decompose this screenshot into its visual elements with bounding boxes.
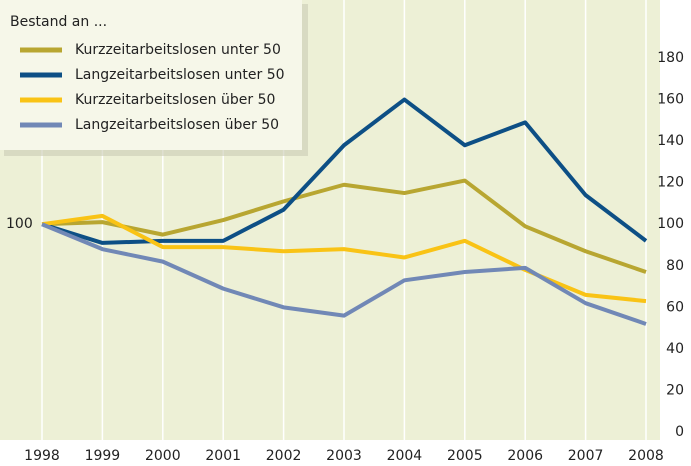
legend-label: Kurzzeitarbeitslosen über 50 [75, 92, 275, 108]
x-tick-label: 2000 [145, 448, 181, 464]
legend-label: Langzeitarbeitslosen unter 50 [75, 67, 285, 83]
x-tick-label: 2004 [387, 448, 423, 464]
x-tick-label: 1998 [24, 448, 60, 464]
x-tick-label: 2006 [507, 448, 543, 464]
x-tick-label: 2008 [628, 448, 664, 464]
legend-title: Bestand an ... [10, 14, 107, 30]
y-tick-label: 80 [666, 258, 684, 274]
x-tick-label: 2005 [447, 448, 483, 464]
x-tick-label: 2002 [266, 448, 302, 464]
x-tick-label: 1999 [85, 448, 121, 464]
y-tick-label: 40 [666, 341, 684, 357]
y-tick-label: 0 [675, 424, 684, 440]
y-tick-label: 20 [666, 382, 684, 398]
x-tick-label: 2001 [205, 448, 241, 464]
legend-label: Langzeitarbeitslosen über 50 [75, 117, 279, 133]
y-tick-label: 160 [657, 92, 684, 108]
series-line [41, 97, 648, 245]
x-tick-label: 2003 [326, 448, 362, 464]
series-line [41, 178, 647, 274]
y-tick-label: 100 [657, 216, 684, 232]
x-tick-label: 2007 [568, 448, 604, 464]
y-tick-label: 180 [657, 50, 684, 66]
left-label: 100 [6, 216, 33, 232]
y-tick-label: 60 [666, 299, 684, 315]
y-tick-label: 140 [657, 133, 684, 149]
series-line [41, 222, 647, 326]
legend-label: Kurzzeitarbeitslosen unter 50 [75, 42, 281, 58]
y-tick-label: 120 [657, 175, 684, 191]
